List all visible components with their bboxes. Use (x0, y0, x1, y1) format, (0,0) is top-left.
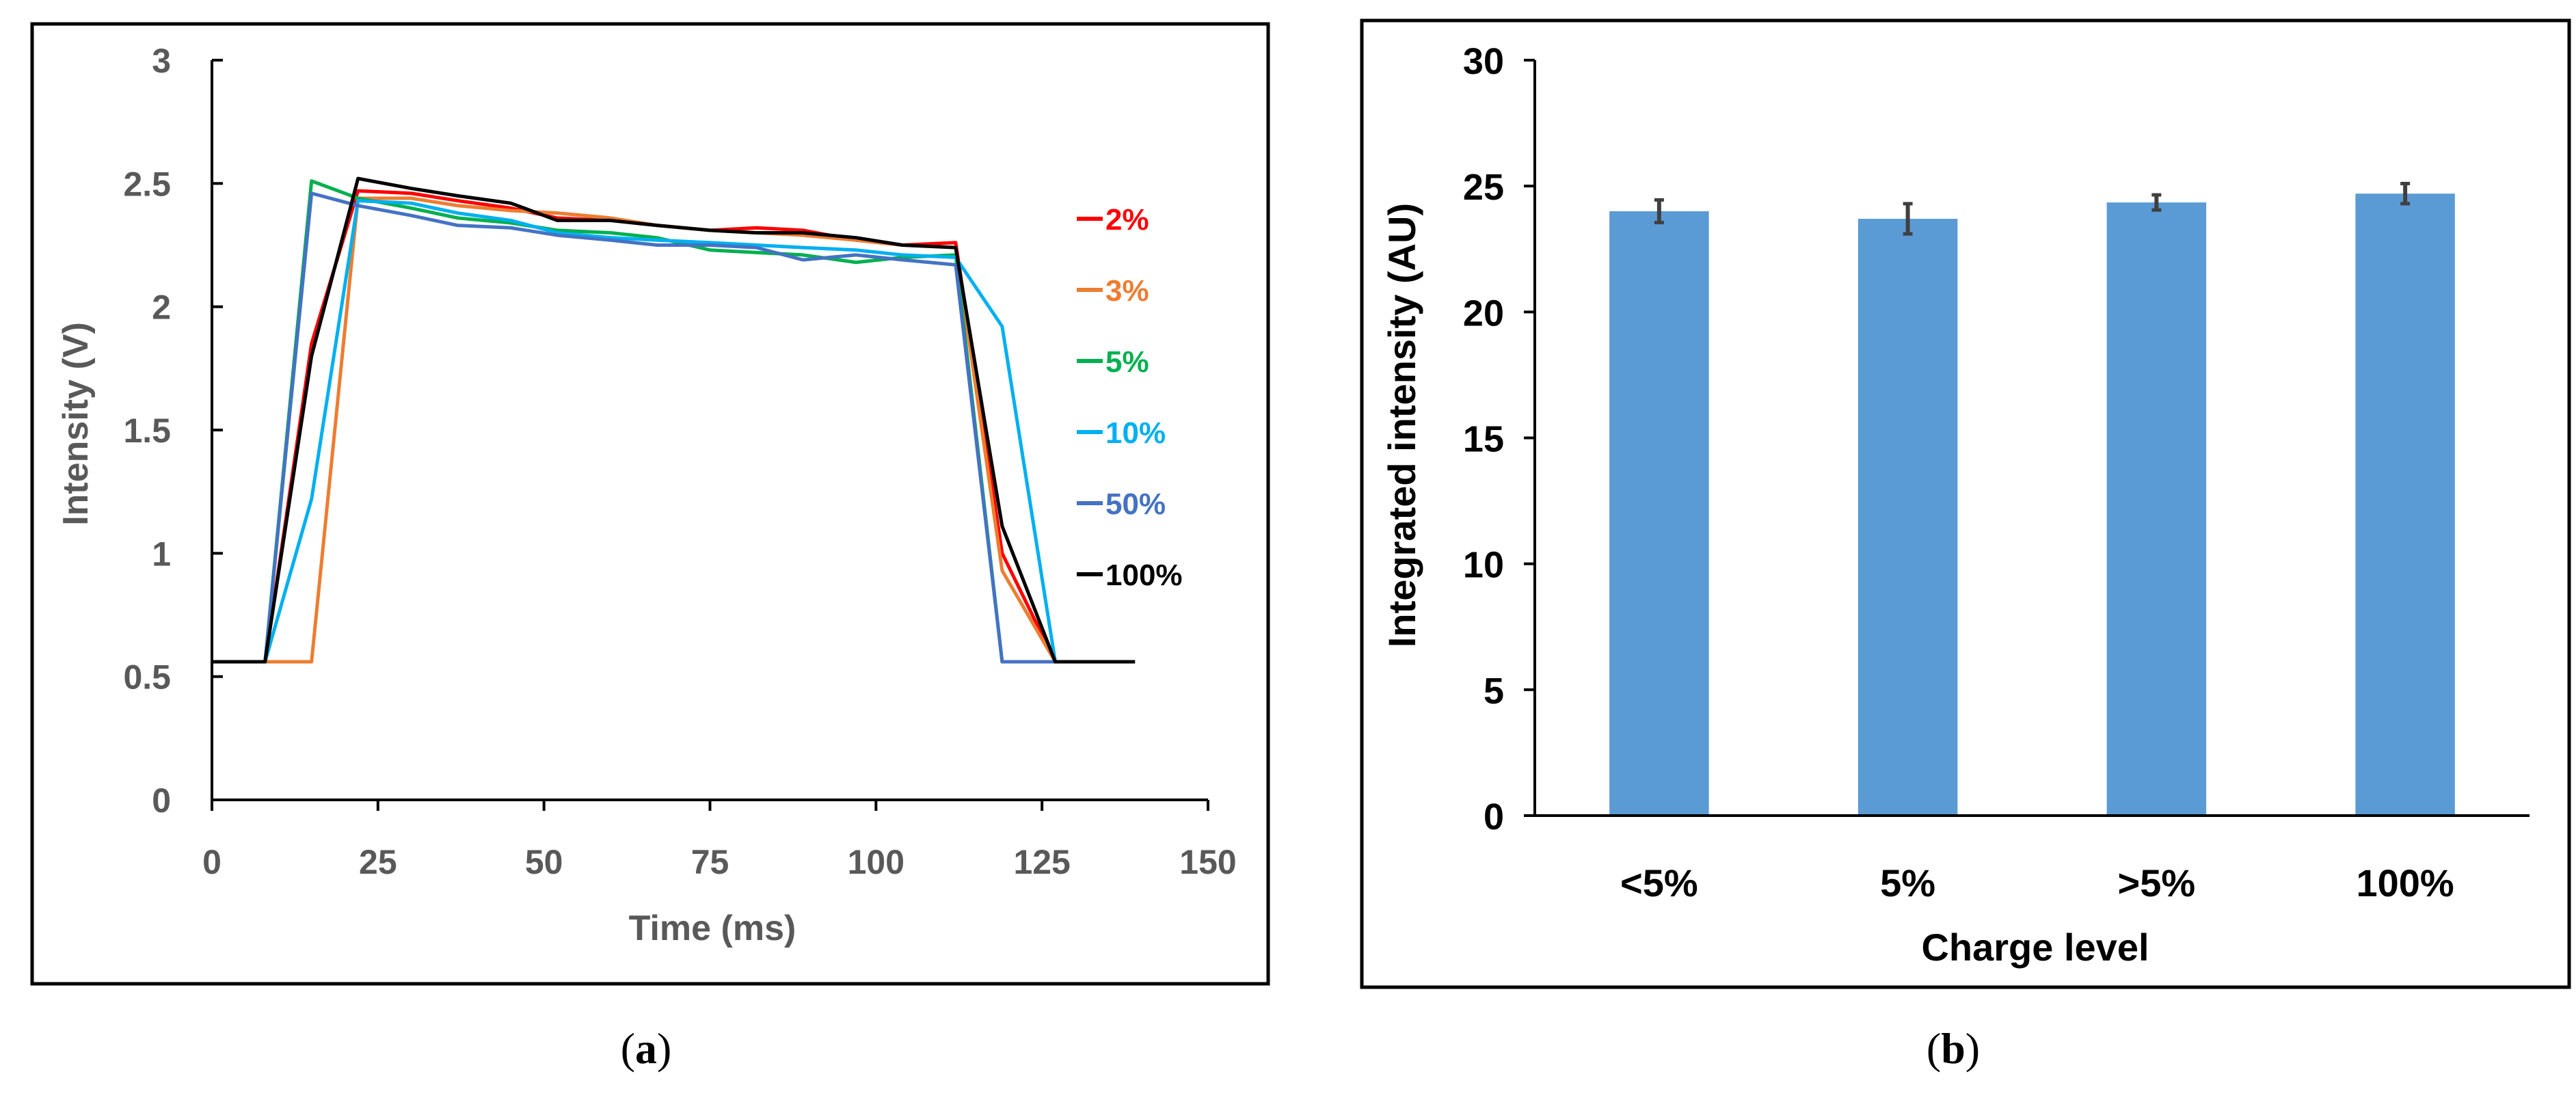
y-tick-label: 10 (1463, 545, 1504, 586)
x-tick-label: 25 (359, 843, 397, 881)
series-line-100pct (212, 176, 1136, 664)
caption-a: (a) (621, 1024, 672, 1073)
bar (2355, 193, 2455, 816)
y-tick-label: 2 (152, 289, 171, 327)
series-line-50pct (212, 191, 1136, 664)
bar-chart: 0 5 10 15 20 25 30 <5% 5% >5% 100% (1463, 41, 2530, 904)
category-label: <5% (1620, 861, 1698, 904)
x-tick-label: 125 (1013, 843, 1070, 881)
legend-label: 50% (1105, 487, 1166, 521)
y-tick-label: 15 (1463, 419, 1504, 460)
y-tick-label: 5 (1484, 671, 1504, 712)
y-tick-label: 0 (152, 781, 171, 820)
chart-b-x-axis-label: Charge level (1921, 926, 2149, 969)
legend-label: 3% (1105, 274, 1149, 308)
y-tick-label: 20 (1463, 293, 1504, 334)
category-label: 5% (1880, 861, 1935, 904)
x-tick-label: 50 (525, 843, 563, 881)
legend-label: 10% (1105, 416, 1166, 450)
caption-b: (b) (1927, 1024, 1980, 1073)
bar (1857, 219, 1958, 816)
y-tick-label: 0.5 (123, 658, 171, 697)
y-tick-label: 25 (1463, 167, 1504, 208)
x-tick-label: 75 (691, 843, 729, 881)
chart-a-x-axis-label: Time (ms) (629, 909, 796, 948)
legend-label: 100% (1105, 559, 1183, 592)
chart-a-y-axis-label: Intensity (V) (56, 322, 96, 526)
category-label: 100% (2357, 861, 2454, 904)
panel-b-frame (1360, 18, 2571, 989)
legend-label: 5% (1105, 345, 1149, 379)
y-tick-label: 0 (1484, 796, 1504, 837)
x-tick-label: 0 (202, 843, 222, 881)
bar (2106, 202, 2207, 816)
y-tick-label: 3 (152, 42, 171, 80)
series-line-3pct (212, 196, 1136, 664)
y-tick-label: 2.5 (123, 165, 171, 203)
legend-label: 2% (1105, 203, 1149, 237)
y-tick-label: 1 (152, 535, 171, 573)
category-label: >5% (2118, 861, 2196, 904)
x-tick-label: 100 (848, 843, 904, 881)
y-tick-label: 30 (1463, 41, 1504, 82)
x-tick-label: 150 (1179, 843, 1236, 881)
y-tick-label: 1.5 (123, 412, 171, 450)
bar (1609, 211, 1709, 816)
chart-b-y-axis-label: Integrated intensity (AU) (1380, 203, 1423, 647)
line-chart: 0 0.5 1 1.5 2 2.5 3 0 25 50 75 100 125 150 2% 3% 5% 10% 50… (123, 42, 1236, 881)
panel-a-frame (30, 22, 1270, 986)
